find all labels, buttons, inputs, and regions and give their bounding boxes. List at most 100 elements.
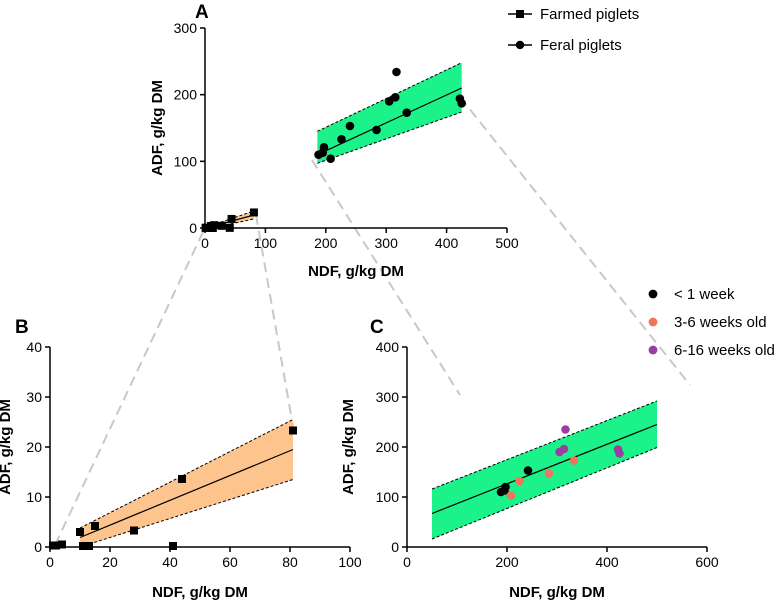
data-point-circle (615, 449, 624, 458)
data-point-square (210, 221, 219, 230)
y-axis-label: ADF, g/kg DM (0, 399, 14, 495)
legend-feral-marker (515, 40, 525, 50)
data-point-square (91, 522, 99, 530)
data-point-circle (569, 456, 579, 465)
data-point-circle (390, 93, 400, 102)
panel-c-ci-lower (431, 447, 658, 540)
data-point-circle (392, 67, 401, 77)
data-point-circle (326, 154, 335, 163)
x-axis-label: NDF, g/kg DM (509, 584, 605, 600)
y-tick-label: 300 (376, 389, 400, 405)
data-point-circle (384, 97, 394, 106)
y-tick-label: 0 (34, 539, 42, 555)
y-tick-label: 30 (26, 389, 42, 405)
panel-c: 0 200 400 600 0 100 200 300 400 NDF, g/kg DM ADF, … (340, 317, 719, 600)
panel-a-feral-ci-band (317, 62, 462, 164)
panel-a-feral-ci-upper (317, 62, 462, 132)
y-tick-label: 20 (26, 439, 42, 455)
panel-b-farmed-fit-line (79, 448, 294, 539)
connector-b-left (54, 231, 204, 546)
x-axis-label: NDF, g/kg DM (152, 584, 248, 600)
data-point-circle (559, 444, 569, 454)
legend-lt1-marker (648, 289, 658, 299)
legend-farmed-label: Farmed piglets (540, 6, 639, 23)
panel-b-farmed-ci-band (80, 419, 293, 547)
x-tick-label: 400 (435, 235, 459, 251)
panel-a-feral-ci-lower (317, 111, 462, 164)
y-axis-label: ADF, g/kg DM (149, 80, 166, 176)
x-tick-label: 40 (162, 554, 178, 570)
legend-lt1-label: < 1 week (674, 286, 735, 303)
data-point-square (217, 221, 226, 230)
legend-3-6-marker (648, 317, 658, 327)
panel-label: A (195, 2, 209, 23)
legend-feral-label: Feral piglets (540, 37, 622, 54)
panel-b: 0 20 40 60 80 100 0 10 20 30 40 NDF, g/kg DM ADF, g/… (0, 317, 362, 600)
data-point-circle (515, 476, 524, 486)
data-point-circle (544, 469, 554, 478)
y-tick-label: 10 (26, 489, 42, 505)
x-tick-label: 200 (495, 554, 519, 570)
data-point-square (249, 208, 258, 217)
data-point-square (178, 475, 186, 483)
x-tick-label: 20 (102, 554, 118, 570)
x-tick-label: 0 (403, 554, 411, 570)
connector-c-right (459, 96, 691, 386)
data-point-circle (523, 466, 533, 475)
data-point-square (52, 541, 60, 550)
y-tick-label: 400 (376, 339, 400, 355)
data-point-circle (337, 135, 346, 144)
panel-c-ci-band (432, 401, 657, 539)
data-point-circle (319, 143, 329, 152)
x-tick-label: 200 (314, 235, 338, 251)
data-point-square (227, 214, 236, 223)
x-tick-label: 300 (375, 235, 399, 251)
x-axis-label: NDF, g/kg DM (308, 263, 404, 280)
x-tick-label: 60 (222, 554, 238, 570)
panel-c-fit-line (431, 423, 658, 515)
connector-c-left (311, 159, 461, 396)
data-point-square (58, 540, 66, 549)
panel-a: 0 100 200 300 400 500 0 100 200 300 NDF, g/kg DM AD… (149, 2, 519, 280)
data-point-circle (372, 125, 381, 135)
data-point-circle (457, 99, 467, 108)
data-point-square (85, 542, 93, 550)
y-tick-label: 100 (174, 153, 198, 169)
panel-label: C (370, 317, 384, 338)
y-tick-label: 300 (174, 20, 198, 36)
legend-farmed-marker (516, 10, 524, 18)
zoom-connectors (54, 96, 691, 546)
data-point-circle (402, 108, 412, 117)
y-tick-label: 0 (391, 539, 399, 555)
y-tick-label: 0 (189, 220, 197, 236)
x-tick-label: 0 (46, 554, 54, 570)
legend-6-16-marker (648, 345, 658, 355)
x-tick-label: 400 (595, 554, 619, 570)
y-tick-label: 40 (26, 339, 42, 355)
x-tick-label: 0 (201, 235, 209, 251)
x-tick-label: 100 (338, 554, 362, 570)
data-point-circle (345, 121, 355, 131)
y-axis-label: ADF, g/kg DM (340, 399, 357, 495)
y-tick-label: 200 (174, 87, 198, 103)
age-legend: < 1 week 3-6 weeks old 6-16 weeks old (648, 286, 775, 359)
x-tick-label: 100 (254, 235, 278, 251)
connector-b-right (255, 214, 295, 433)
panel-c-ci-upper (431, 400, 658, 490)
data-point-square (289, 426, 297, 435)
data-point-square (76, 528, 84, 536)
data-point-circle (506, 491, 516, 500)
panel-b-farmed-ci-lower (79, 479, 294, 548)
x-tick-label: 600 (695, 554, 719, 570)
legend-3-6-label: 3-6 weeks old (674, 314, 767, 331)
series-legend: Farmed piglets Feral piglets (508, 6, 639, 54)
x-tick-label: 500 (495, 235, 519, 251)
panel-label: B (15, 317, 29, 338)
y-tick-label: 200 (376, 439, 400, 455)
data-point-square (169, 542, 177, 550)
y-tick-label: 100 (376, 489, 400, 505)
data-point-circle (501, 482, 510, 492)
data-point-square (130, 526, 138, 535)
legend-6-16-label: 6-16 weeks old (674, 342, 775, 359)
